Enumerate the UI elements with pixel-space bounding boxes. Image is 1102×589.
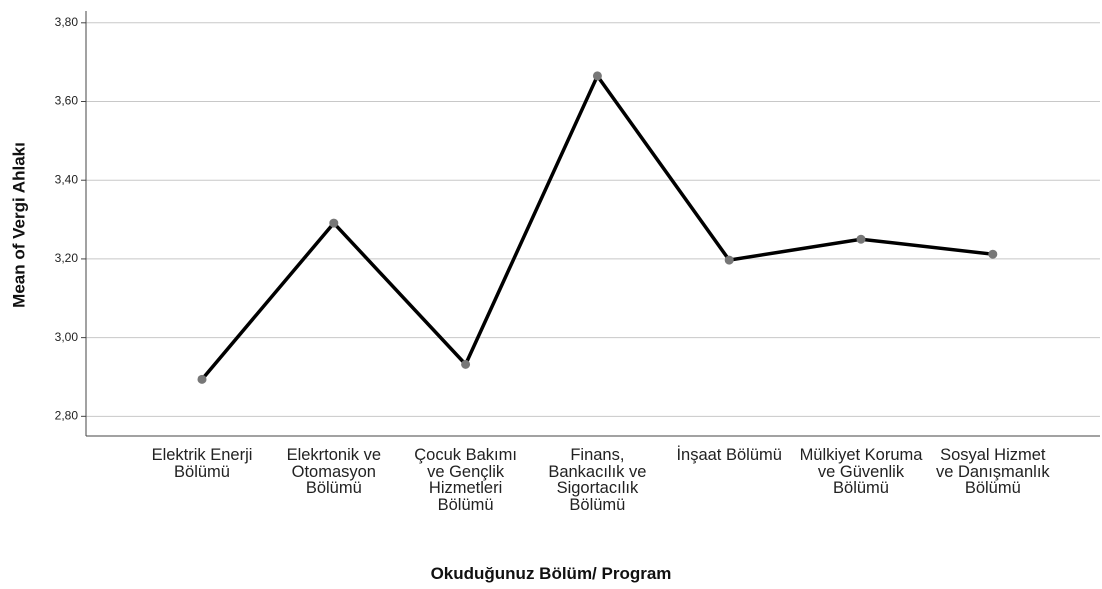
x-axis-title: Okuduğunuz Bölüm/ Program xyxy=(430,564,672,583)
x-tick-label: Finans, Bankacılık ve Sigortacılık Bölüm… xyxy=(548,446,647,514)
x-tick-label: Elektrik Enerji Bölümü xyxy=(151,446,253,481)
y-tick-label: 3,80 xyxy=(55,15,79,29)
x-tick-label: İnşaat Bölümü xyxy=(676,446,782,464)
x-tick-label: Mülkiyet Koruma ve Güvenlik Bölümü xyxy=(799,446,923,497)
marker xyxy=(856,234,866,244)
x-tick-label: Çocuk Bakımı ve Gençlik Hizmetleri Bölüm… xyxy=(414,446,517,514)
y-tick-label: 2,80 xyxy=(55,408,79,422)
line xyxy=(200,72,993,381)
marker xyxy=(197,374,207,384)
y-tick-label: 3,00 xyxy=(55,330,79,344)
y-tick-label: 3,40 xyxy=(55,172,79,186)
y-tick-label: 3,60 xyxy=(55,94,79,108)
x-tick-label: Elekrtonik ve Otomasyon Bölümü xyxy=(286,446,382,497)
y-tick-label: 3,20 xyxy=(55,251,79,265)
marker xyxy=(592,71,602,81)
marker xyxy=(724,255,734,265)
marker xyxy=(988,249,998,259)
y-axis-title: Mean of Vergi Ahlakı xyxy=(9,142,28,308)
x-tick-label: Sosyal Hizmet ve Danışmanlık Bölümü xyxy=(935,446,1050,497)
marker xyxy=(329,218,339,228)
marker xyxy=(461,359,471,369)
